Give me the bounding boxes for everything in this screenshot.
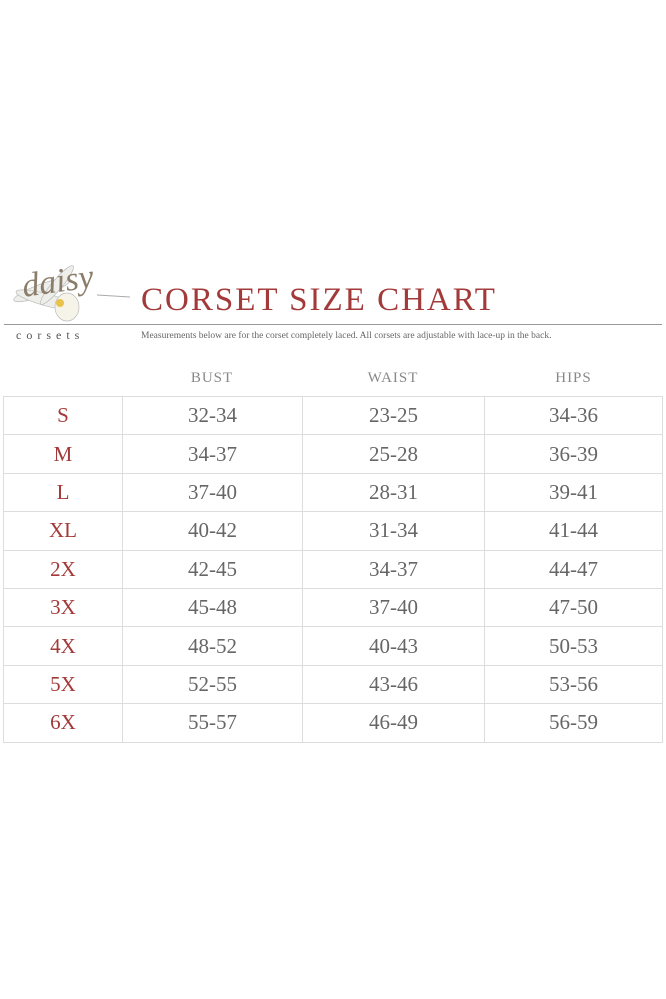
header-hips: HIPS — [555, 370, 592, 386]
table-row: XL 40-42 31-34 41-44 — [3, 511, 663, 551]
bust-cell: 52-55 — [122, 664, 303, 705]
hips-cell: 53-56 — [484, 664, 663, 705]
waist-cell: 46-49 — [302, 703, 485, 743]
waist-cell: 43-46 — [302, 664, 485, 705]
table-row: 6X 55-57 46-49 56-59 — [3, 703, 663, 743]
waist-cell: 28-31 — [302, 472, 485, 513]
size-cell: 4X — [3, 626, 123, 666]
waist-cell: 31-34 — [302, 511, 485, 551]
bust-cell: 48-52 — [122, 626, 303, 666]
bust-cell: 37-40 — [122, 472, 303, 513]
table-row: 3X 45-48 37-40 47-50 — [3, 587, 663, 628]
hips-cell: 50-53 — [484, 626, 663, 666]
table-row: M 34-37 25-28 36-39 — [3, 434, 663, 474]
bust-cell: 45-48 — [122, 587, 303, 628]
size-cell: 3X — [3, 587, 123, 628]
hips-cell: 44-47 — [484, 549, 663, 589]
hips-cell: 39-41 — [484, 472, 663, 513]
bust-cell: 42-45 — [122, 549, 303, 589]
divider — [4, 324, 662, 325]
header-bust: BUST — [190, 370, 234, 386]
daisy-corsets-logo: daisy corsets — [2, 255, 132, 345]
hips-cell: 47-50 — [484, 587, 663, 628]
size-cell: 5X — [3, 664, 123, 705]
table-row: 2X 42-45 34-37 44-47 — [3, 549, 663, 589]
bust-cell: 40-42 — [122, 511, 303, 551]
hips-cell: 36-39 — [484, 434, 663, 474]
table-row: 5X 52-55 43-46 53-56 — [3, 664, 663, 705]
size-cell: S — [3, 395, 123, 436]
daisy-flower-icon — [13, 265, 131, 322]
size-table: S 32-34 23-25 34-36 M 34-37 25-28 36-39 L 37-40 28… — [3, 395, 663, 743]
table-row: 4X 48-52 40-43 50-53 — [3, 626, 663, 666]
bust-cell: 34-37 — [122, 434, 303, 474]
subtitle: Measurements below are for the corset co… — [141, 331, 552, 341]
table-row: L 37-40 28-31 39-41 — [3, 472, 663, 513]
size-cell: 2X — [3, 549, 123, 589]
waist-cell: 25-28 — [302, 434, 485, 474]
hips-cell: 56-59 — [484, 703, 663, 743]
hips-cell: 34-36 — [484, 395, 663, 436]
waist-cell: 37-40 — [302, 587, 485, 628]
hips-cell: 41-44 — [484, 511, 663, 551]
waist-cell: 40-43 — [302, 626, 485, 666]
bust-cell: 55-57 — [122, 703, 303, 743]
header-waist: WAIST — [367, 370, 419, 386]
page-title: CORSET SIZE CHART — [141, 282, 497, 318]
waist-cell: 34-37 — [302, 549, 485, 589]
size-cell: XL — [3, 511, 123, 551]
size-cell: L — [3, 472, 123, 513]
bust-cell: 32-34 — [122, 395, 303, 436]
table-row: S 32-34 23-25 34-36 — [3, 395, 663, 436]
size-cell: M — [3, 434, 123, 474]
waist-cell: 23-25 — [302, 395, 485, 436]
size-cell: 6X — [3, 703, 123, 743]
column-headers: BUST WAIST HIPS — [0, 370, 666, 392]
